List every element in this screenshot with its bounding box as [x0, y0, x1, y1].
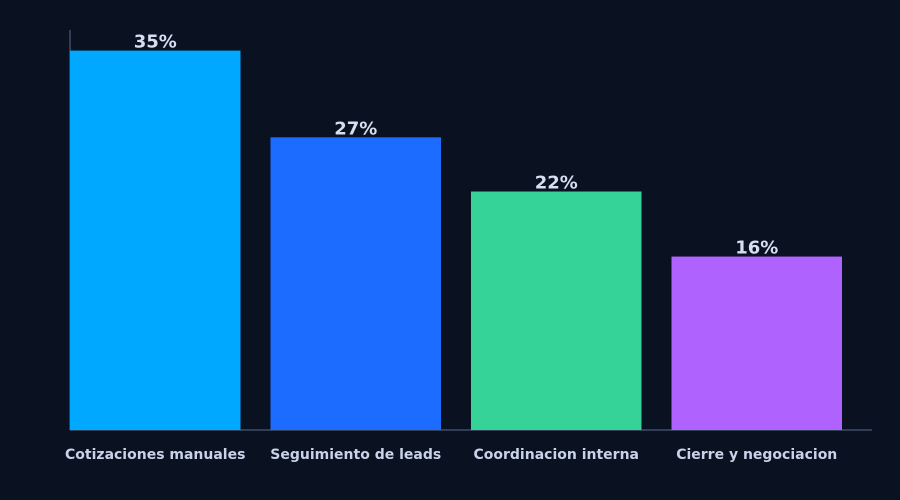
bar-1 [70, 50, 241, 431]
value-label-4: 16% [735, 238, 778, 259]
category-label-2: Seguimiento de leads [270, 447, 441, 463]
bar-4 [671, 256, 842, 430]
value-labels-group: 35% 27% 22% 16% [134, 32, 779, 259]
bars-group [70, 50, 842, 431]
bar-2 [270, 137, 441, 430]
category-label-4: Cierre y negociacion [676, 447, 837, 463]
category-labels-group: Cotizaciones manuales Seguimiento de lead… [65, 447, 837, 463]
category-label-1: Cotizaciones manuales [65, 447, 245, 463]
value-label-2: 27% [334, 118, 377, 139]
value-label-1: 35% [134, 32, 177, 53]
category-label-3: Coordinacion interna [474, 447, 639, 463]
bar-3 [471, 191, 642, 430]
value-label-3: 22% [535, 173, 578, 194]
